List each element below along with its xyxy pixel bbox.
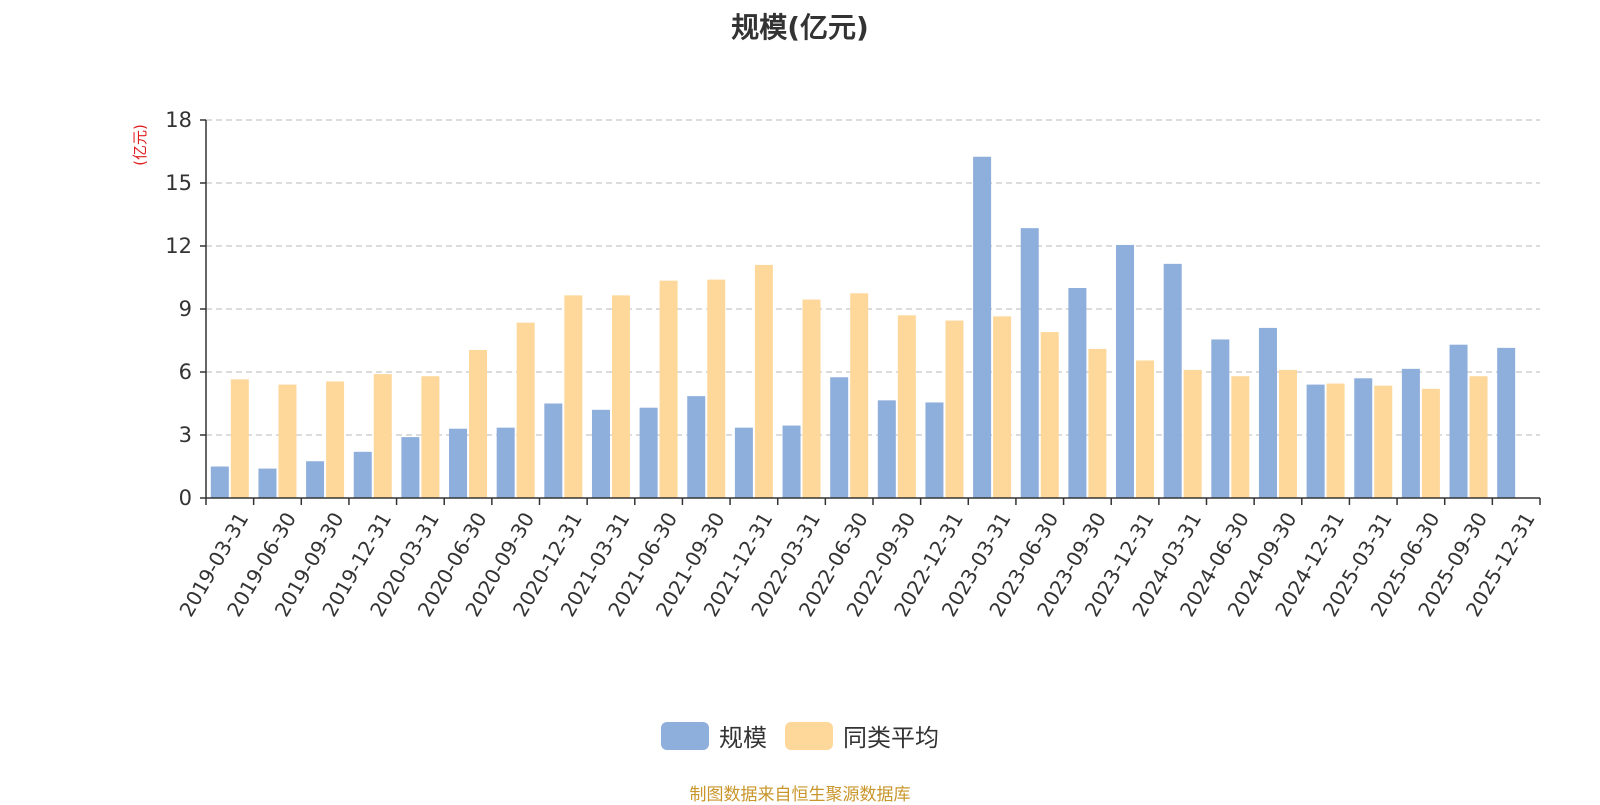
bar-peer-average[interactable] xyxy=(659,280,678,498)
bar-scale[interactable] xyxy=(544,403,563,499)
bar-scale[interactable] xyxy=(1449,344,1468,498)
bar-scale[interactable] xyxy=(1497,347,1516,498)
bar-peer-average[interactable] xyxy=(278,384,297,498)
bar-scale[interactable] xyxy=(1401,368,1420,498)
y-tick-label: 18 xyxy=(165,108,192,132)
legend-label-scale: 规模 xyxy=(719,724,767,752)
y-tick-label: 6 xyxy=(179,360,192,384)
bar-peer-average[interactable] xyxy=(850,293,869,498)
bar-peer-average[interactable] xyxy=(611,295,630,498)
bar-scale[interactable] xyxy=(449,428,468,498)
legend: 规模 同类平均 xyxy=(0,718,1600,753)
legend-item-scale[interactable]: 规模 xyxy=(661,718,767,753)
bar-scale[interactable] xyxy=(258,468,277,498)
legend-swatch-peer-average xyxy=(785,721,833,750)
bar-scale[interactable] xyxy=(401,437,420,498)
bar-scale[interactable] xyxy=(1068,288,1087,498)
bar-scale[interactable] xyxy=(496,427,515,498)
legend-label-peer-average: 同类平均 xyxy=(843,724,939,752)
bar-peer-average[interactable] xyxy=(230,379,249,498)
bar-peer-average[interactable] xyxy=(945,320,964,498)
y-tick-label: 3 xyxy=(179,423,192,447)
bar-peer-average[interactable] xyxy=(1469,376,1488,498)
bar-scale[interactable] xyxy=(306,461,325,498)
bar-scale[interactable] xyxy=(830,377,849,498)
y-tick-label: 9 xyxy=(179,297,192,321)
source-note: 制图数据来自恒生聚源数据库 xyxy=(689,785,911,805)
legend-swatch-scale xyxy=(661,721,709,750)
bar-scale[interactable] xyxy=(973,156,992,498)
bar-peer-average[interactable] xyxy=(1374,385,1393,498)
bar-peer-average[interactable] xyxy=(993,316,1012,498)
bar-scale[interactable] xyxy=(1306,384,1325,498)
bar-peer-average[interactable] xyxy=(1326,383,1345,498)
y-tick-label: 0 xyxy=(179,486,192,510)
bar-scale[interactable] xyxy=(210,466,229,499)
bar-peer-average[interactable] xyxy=(326,381,345,498)
bar-peer-average[interactable] xyxy=(1231,376,1250,498)
bars-layer xyxy=(210,156,1516,499)
bar-peer-average[interactable] xyxy=(1421,388,1440,498)
bar-scale[interactable] xyxy=(1116,244,1135,498)
bar-scale[interactable] xyxy=(782,425,801,498)
chart-title: 规模(亿元) xyxy=(731,11,869,44)
bar-scale[interactable] xyxy=(687,396,706,498)
bar-peer-average[interactable] xyxy=(421,376,440,498)
bar-peer-average[interactable] xyxy=(1040,332,1059,498)
bar-peer-average[interactable] xyxy=(564,295,583,498)
bar-scale[interactable] xyxy=(1354,378,1373,498)
bar-scale[interactable] xyxy=(925,402,944,498)
y-tick-label: 12 xyxy=(165,234,192,258)
bar-scale[interactable] xyxy=(591,409,610,498)
bar-peer-average[interactable] xyxy=(1088,348,1107,498)
bar-peer-average[interactable] xyxy=(1183,369,1202,498)
bar-peer-average[interactable] xyxy=(707,279,726,498)
legend-item-peer-average[interactable]: 同类平均 xyxy=(785,718,939,753)
bar-scale[interactable] xyxy=(353,451,372,498)
y-tick-label: 15 xyxy=(165,171,192,195)
bar-scale[interactable] xyxy=(1258,327,1277,498)
bar-peer-average[interactable] xyxy=(802,299,821,498)
y-axis-label: (亿元) xyxy=(131,124,149,166)
bar-scale[interactable] xyxy=(1163,263,1182,498)
bar-peer-average[interactable] xyxy=(516,322,535,498)
bar-peer-average[interactable] xyxy=(1278,369,1297,498)
bar-peer-average[interactable] xyxy=(754,264,773,498)
bar-peer-average[interactable] xyxy=(373,374,392,498)
bar-scale[interactable] xyxy=(1211,339,1230,498)
bar-peer-average[interactable] xyxy=(897,315,916,498)
bar-scale[interactable] xyxy=(639,407,658,498)
bar-scale[interactable] xyxy=(734,427,753,498)
bar-peer-average[interactable] xyxy=(469,349,488,498)
bar-scale[interactable] xyxy=(877,400,896,498)
bar-scale[interactable] xyxy=(1020,228,1039,498)
bar-peer-average[interactable] xyxy=(1136,360,1155,498)
